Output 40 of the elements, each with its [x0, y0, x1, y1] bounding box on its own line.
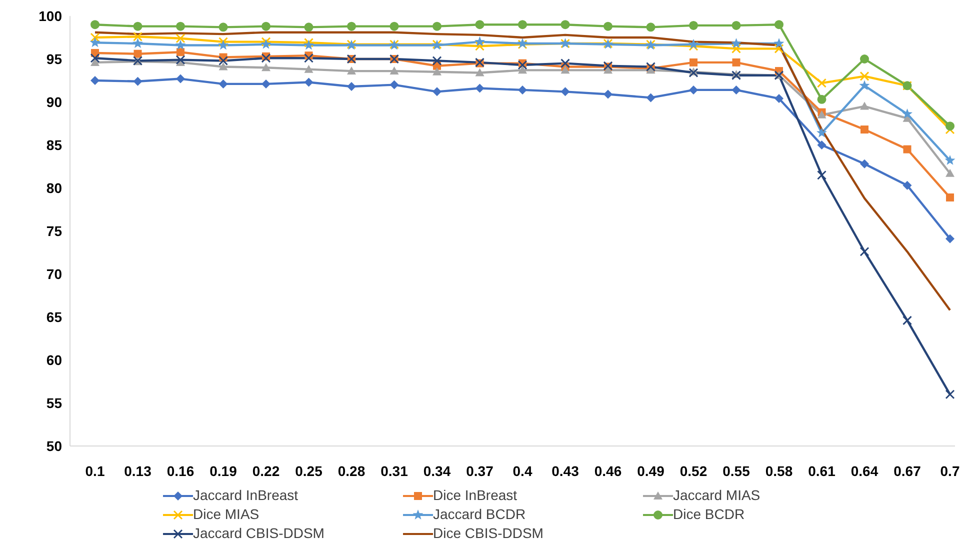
legend-label: Jaccard CBIS-DDSM	[193, 524, 324, 543]
x-tick-label: 0.37	[466, 462, 494, 479]
x-tick-label: 0.28	[338, 462, 366, 479]
y-tick-label: 50	[46, 438, 62, 454]
x-tick-label: 0.4	[512, 462, 532, 479]
legend-label: Dice InBreast	[433, 486, 518, 505]
y-tick-label: 90	[46, 94, 62, 110]
y-tick-label: 95	[46, 50, 62, 67]
x-tick-label: 0.19	[210, 462, 238, 479]
y-tick-label: 85	[46, 136, 62, 153]
y-tick-label: 80	[46, 180, 62, 196]
y-tick-label: 60	[46, 352, 62, 368]
y-tick-label: 65	[46, 308, 62, 325]
legend-label: Jaccard MIAS	[673, 486, 760, 505]
x-tick-label: 0.55	[722, 462, 750, 479]
x-tick-label: 0.58	[765, 462, 793, 479]
x-tick-label: 0.1	[85, 462, 105, 479]
x-tick-label: 0.49	[637, 462, 665, 479]
legend-label: Dice BCDR	[673, 505, 745, 524]
x-tick-label: 0.52	[680, 462, 708, 479]
legend-label: Dice CBIS-DDSM	[433, 524, 544, 543]
x-tick-label: 0.16	[166, 462, 194, 479]
legend-label: Jaccard BCDR	[433, 505, 526, 524]
x-tick-label: 0.61	[808, 462, 836, 479]
legend-label: Dice MIAS	[193, 505, 260, 524]
y-tick-label: 70	[46, 266, 62, 282]
y-tick-label: 100	[38, 8, 62, 24]
x-tick-label: 0.43	[552, 462, 580, 479]
x-tick-label: 0.67	[894, 462, 922, 479]
y-tick-label: 75	[46, 222, 62, 239]
x-tick-label: 0.34	[423, 462, 451, 479]
x-tick-label: 0.7	[940, 462, 960, 479]
x-tick-label: 0.31	[380, 462, 408, 479]
x-tick-label: 0.13	[124, 462, 152, 479]
x-tick-label: 0.22	[252, 462, 280, 479]
legend-label: Jaccard InBreast	[193, 486, 298, 505]
x-tick-label: 0.25	[295, 462, 323, 479]
y-tick-label: 55	[46, 394, 62, 411]
x-tick-label: 0.64	[850, 462, 878, 479]
x-tick-label: 0.46	[594, 462, 622, 479]
